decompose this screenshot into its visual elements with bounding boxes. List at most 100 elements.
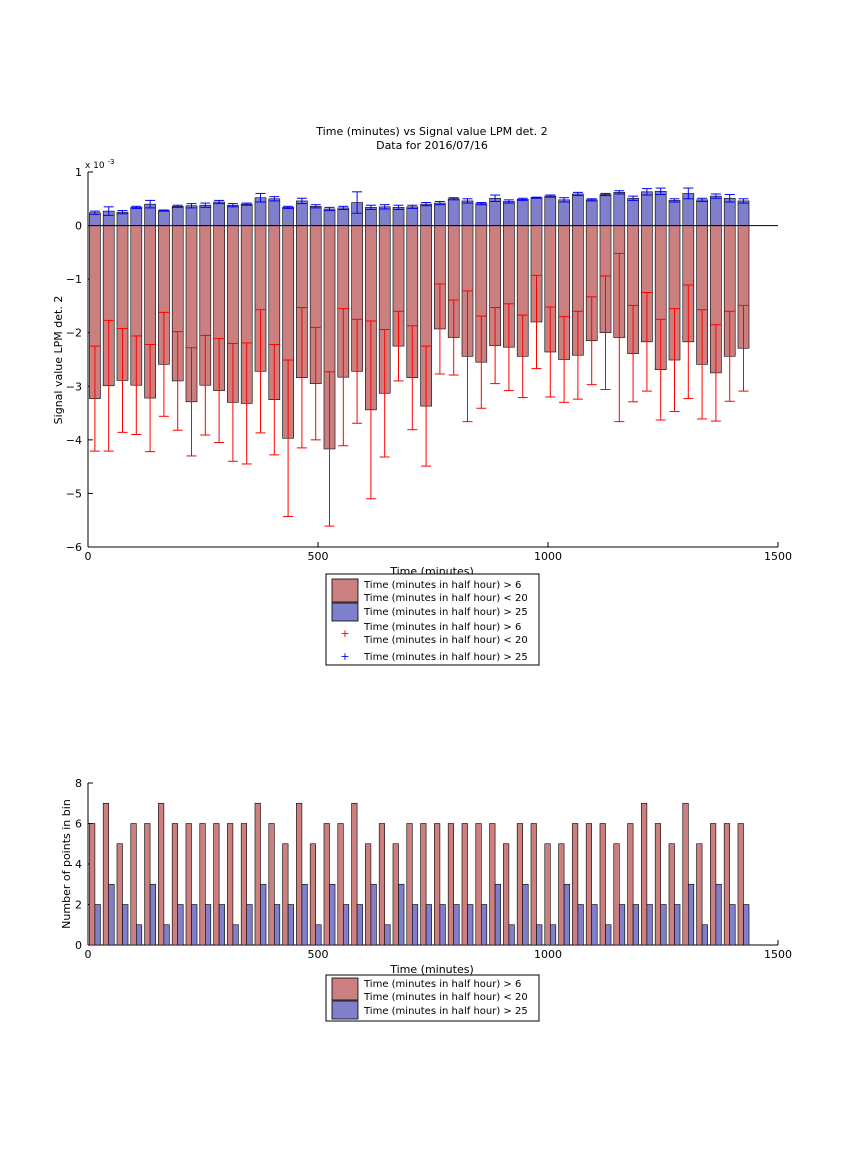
bar-series-2 [136,924,143,946]
bar-series-2 [447,198,460,226]
y-tick-label: 4 [75,858,82,871]
chart-2-xlabel: Time (minutes) [389,963,474,976]
bar-series-1 [530,823,537,946]
chart-2: 0 500 1000 1500 0 2 4 6 8 [75,777,792,961]
bar-series-2 [696,199,708,226]
bar-series-2 [549,924,557,946]
bar-series-1 [599,823,606,946]
bar-series-1 [130,823,137,946]
bar-series-2 [494,883,501,946]
legend-swatch-red-bar [331,977,359,1001]
bar-series-1 [406,823,413,946]
bar-series-1 [737,823,744,946]
bar-series-2 [232,924,239,946]
y-tick-label: 2 [75,899,82,912]
bar-series-2 [122,904,129,946]
bar-series-2 [530,197,543,226]
legend-swatch-blue-bar [331,602,359,622]
bar-series-2 [365,207,377,226]
bar-series-2 [613,192,626,226]
legend-marker-red: + [340,627,349,640]
bar-series-2 [654,190,667,226]
bar-series-1 [516,823,523,946]
bar-series-1 [213,823,220,946]
bar-series-2 [503,201,515,226]
bar-series-2 [282,207,294,226]
bar-series-2 [516,199,529,226]
y-tick-label: −3 [66,380,82,393]
bar-series-1 [572,823,579,946]
chart-1-title: Time (minutes) vs Signal value LPM det. … [315,125,547,138]
legend-text: Time (minutes in half hour) > 25 [363,1006,528,1017]
bar-series-2 [260,883,267,946]
bar-series-1 [89,823,96,946]
bar-series-2 [508,924,515,946]
bar-series-2 [668,200,681,226]
bar-series-1 [268,823,275,946]
bar-series-1 [351,802,358,946]
bar-series-2 [301,883,308,946]
bar-series-1 [696,843,703,946]
y-tick-label: 0 [75,220,82,233]
bar-series-2 [309,205,322,226]
bar-series-2 [370,883,377,946]
bar-series-2 [480,904,488,946]
bar-series-2 [467,904,474,946]
y-tick-label: 6 [75,818,82,831]
bar-series-2 [453,904,460,946]
chart-1-y-exponent-base: x 10 [85,161,105,171]
bar-series-2 [420,203,432,226]
bar-series-1 [544,843,551,946]
bar-series-2 [213,201,225,226]
bar-series-2 [563,883,570,946]
legend-text: Time (minutes in half hour) < 20 [363,635,528,646]
bar-series-2 [558,199,570,226]
legend-text: Time (minutes in half hour) < 20 [363,593,528,604]
bar-series-2 [177,904,184,946]
y-tick-label: −4 [66,434,82,447]
y-tick-label: 1 [75,166,82,179]
x-tick-label: 500 [308,550,329,563]
chart-1-subtitle: Data for 2016/07/16 [376,139,488,152]
bar-series-2 [605,924,612,946]
x-tick-label: 0 [85,550,92,563]
bar-series-2 [171,205,184,226]
bar-series-1 [668,843,675,946]
bar-series-1 [475,823,482,946]
bar-series-2 [674,904,681,946]
legend-marker-blue: + [340,650,349,663]
legend-swatch-blue-bar [331,1000,359,1020]
bar-series-2 [475,203,488,226]
bar-series-1 [158,802,165,946]
bar-series-1 [710,823,717,946]
legend-text: Time (minutes in half hour) < 20 [363,992,528,1003]
bar-series-2 [108,883,115,946]
bar-series-2 [489,197,501,226]
bar-series-2 [743,904,750,946]
bar-series-2 [163,924,170,946]
bar-series-2 [329,883,336,946]
legend-text: Time (minutes in half hour) > 25 [363,607,528,618]
bar-series-2 [660,904,667,946]
bar-series-2 [337,207,350,226]
bar-series-1 [254,802,261,946]
x-tick-label: 0 [85,948,92,961]
bar-series-2 [618,904,626,946]
bar-series-1 [489,823,496,946]
bar-series-1 [627,823,634,946]
legend-text: Time (minutes in half hour) > 6 [363,622,521,633]
bar-series-2 [199,204,212,226]
bar-series-2 [287,904,294,946]
y-tick-label: −1 [66,273,82,286]
bar-series-2 [715,883,722,946]
x-tick-label: 1000 [534,550,562,563]
bar-series-2 [356,904,363,946]
bar-series-1 [116,843,123,946]
bar-series-2 [646,904,653,946]
bar-series-2 [392,207,405,226]
bar-series-2 [149,883,156,946]
bar-series-2 [296,200,308,226]
bar-series-2 [585,199,598,226]
bar-series-1 [323,823,330,946]
